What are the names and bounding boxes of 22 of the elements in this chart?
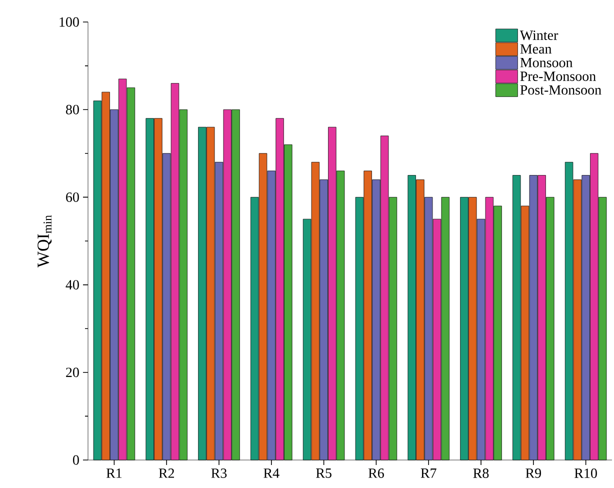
x-tick-label: R8	[473, 468, 489, 478]
x-tick-label: R5	[316, 468, 332, 478]
y-tick-label: 0	[73, 455, 79, 465]
x-tick-label: R1	[106, 468, 122, 478]
legend-label: Mean	[520, 44, 552, 54]
x-tick-label: R3	[211, 468, 227, 478]
y-tick-label: 80	[66, 104, 79, 114]
x-tick-label: R10	[574, 468, 597, 478]
legend-label: Pre-Monsoon	[520, 72, 596, 81]
x-tick-label: R2	[158, 468, 174, 478]
x-tick-label: R9	[526, 468, 542, 478]
y-tick-label: 20	[66, 368, 79, 378]
y-axis-title: WQI$_{min}$	[38, 215, 52, 268]
x-tick-label: R7	[420, 468, 436, 478]
legend-label: Monsoon	[520, 58, 573, 68]
y-tick-label: 60	[66, 192, 79, 202]
x-tick-label: R4	[264, 468, 280, 478]
y-tick-label: 40	[66, 280, 79, 290]
x-tick-label: R6	[368, 468, 384, 478]
legend-label: Post-Monsoon	[520, 85, 602, 95]
legend-label: Winter	[520, 30, 558, 40]
y-tick-label: 100	[60, 17, 79, 27]
